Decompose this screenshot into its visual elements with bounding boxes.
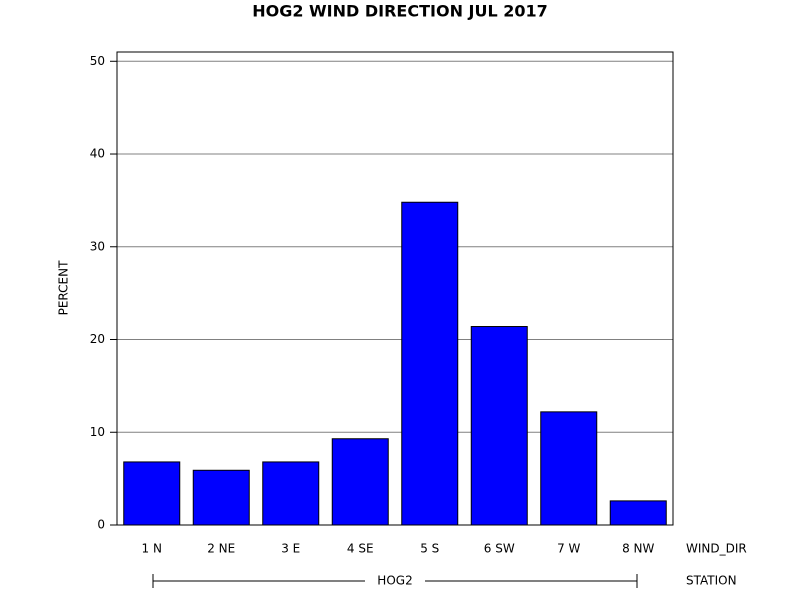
group-label: HOG2	[377, 574, 412, 588]
bar	[262, 461, 320, 526]
x-tick-label: 3 E	[281, 542, 300, 556]
bar	[540, 411, 598, 526]
x-tick-label: 5 S	[420, 542, 439, 556]
y-tick-label: 40	[90, 147, 105, 161]
y-axis-label: PERCENT	[57, 260, 71, 315]
chart-title: HOG2 WIND DIRECTION JUL 2017	[252, 2, 548, 21]
bar	[609, 500, 667, 526]
bar	[331, 438, 389, 526]
x-axis-label: WIND_DIR	[686, 542, 747, 556]
plot-frame	[116, 51, 674, 526]
y-tick-label: 0	[97, 518, 105, 532]
y-tick-label: 10	[90, 425, 105, 439]
group-axis-label: STATION	[686, 574, 737, 588]
x-tick-label: 1 N	[142, 542, 162, 556]
x-tick-label: 7 W	[557, 542, 580, 556]
y-tick-label: 30	[90, 239, 105, 253]
bar	[192, 469, 250, 526]
y-tick-label: 20	[90, 332, 105, 346]
bar	[401, 201, 459, 526]
x-tick-label: 2 NE	[207, 542, 235, 556]
group-label-bg	[365, 573, 425, 589]
y-tick-label: 50	[90, 54, 105, 68]
x-tick-label: 8 NW	[622, 542, 654, 556]
bar	[470, 326, 528, 526]
bar	[123, 461, 181, 526]
x-tick-label: 6 SW	[484, 542, 515, 556]
x-tick-label: 4 SE	[347, 542, 374, 556]
